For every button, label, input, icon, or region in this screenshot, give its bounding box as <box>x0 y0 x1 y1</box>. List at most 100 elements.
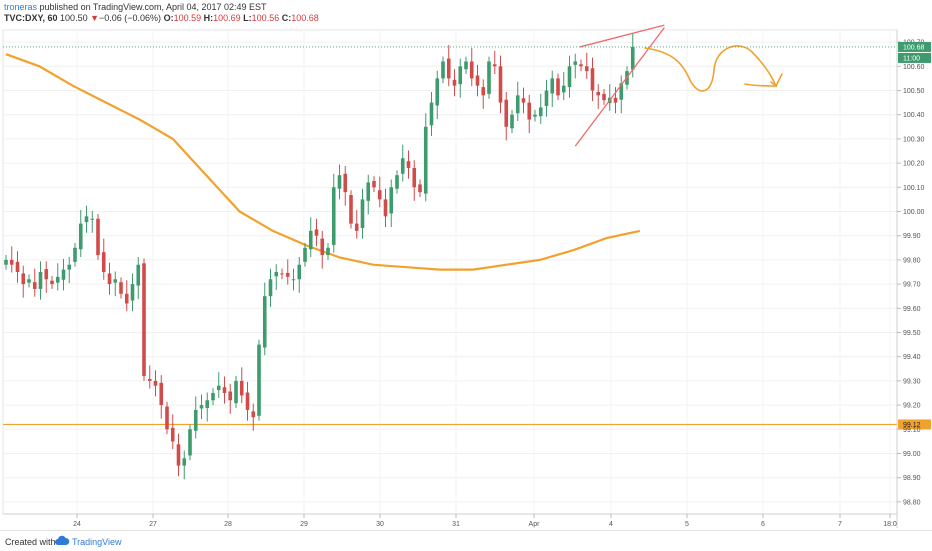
wedge-lower-line[interactable] <box>574 27 665 147</box>
candle-body <box>383 199 388 217</box>
candle-body <box>193 409 198 431</box>
symbol-label[interactable]: TVC:DXY, 60 <box>4 13 58 23</box>
high-value: 100.69 <box>213 13 241 23</box>
publish-line: troneras published on TradingView.com, A… <box>4 2 267 12</box>
candle-body <box>15 261 20 272</box>
candle-body <box>211 393 215 401</box>
candle-body <box>44 269 49 280</box>
candle-body <box>314 229 319 236</box>
time-tick-label: 27 <box>149 521 157 528</box>
open-label: O: <box>163 13 174 23</box>
price-chart[interactable]: 99.12 98.80 98.90 99.00 99.10 99.20 99.30 99.4… <box>0 24 932 530</box>
price-tick-label: 100.20 <box>903 161 925 168</box>
candle-body <box>153 380 158 386</box>
candle-body <box>291 279 296 281</box>
candle-body <box>441 61 445 79</box>
close-label: C: <box>281 13 292 23</box>
price-tick-label: 99.30 <box>903 378 921 385</box>
candle-body <box>32 282 37 289</box>
moving-average-line <box>5 53 641 271</box>
candle-body <box>561 85 566 93</box>
tradingview-cloud-icon <box>55 535 70 545</box>
horizontal-line[interactable]: 99.12 <box>3 419 931 430</box>
candle-body <box>257 344 261 416</box>
drawings[interactable] <box>574 24 783 147</box>
last-price-label: 100.68 <box>903 44 925 51</box>
candle-body <box>73 247 77 262</box>
wedge-upper-line[interactable] <box>579 24 665 48</box>
candle-body <box>337 175 342 189</box>
ohlc-line: TVC:DXY, 60 100.50 ▼−0.06 (−0.06%) O:100… <box>4 13 319 23</box>
candle-body <box>556 78 560 96</box>
candle-body <box>343 173 348 193</box>
candle-body <box>61 269 66 280</box>
candle-body <box>285 272 290 277</box>
moving-average <box>5 53 641 271</box>
candle-body <box>481 87 486 96</box>
candle-body <box>124 293 129 304</box>
price-tick-label: 99.40 <box>903 354 921 361</box>
candle-body <box>165 406 169 430</box>
candle-body <box>142 263 146 377</box>
projection-drawing[interactable] <box>644 45 778 92</box>
time-tick-label: 28 <box>224 521 232 528</box>
candle-body <box>550 78 555 94</box>
price-tick-label: 98.90 <box>903 475 921 482</box>
candle-body <box>280 273 284 275</box>
candle-body <box>360 199 365 228</box>
candle-body <box>475 75 480 86</box>
candle-body <box>510 114 514 129</box>
time-axis[interactable]: 24 27 28 29 30 31 Apr 4 5 6 7 18:0 <box>3 513 897 528</box>
candle-body <box>579 64 583 67</box>
candle-body <box>297 264 302 280</box>
candle-body <box>567 66 572 88</box>
time-tick-label: 24 <box>73 521 81 528</box>
low-value: 100.56 <box>251 13 280 23</box>
candle-body <box>188 429 192 456</box>
candle-body <box>349 195 353 224</box>
candle-body <box>613 97 618 103</box>
candle-body <box>308 230 313 250</box>
candle-body <box>4 259 8 265</box>
candle-body <box>515 95 520 114</box>
candle-body <box>389 187 394 214</box>
open-value: 100.59 <box>173 13 202 23</box>
candle-body <box>84 216 89 223</box>
candle-body <box>9 259 14 265</box>
countdown-tag <box>898 52 931 63</box>
countdown-label: 11:00 <box>903 55 920 62</box>
candle-body <box>176 444 181 466</box>
candle-body <box>55 276 60 283</box>
candle-body <box>429 102 434 126</box>
time-tick-label: 31 <box>452 521 460 528</box>
candle-body <box>498 66 503 103</box>
candle-body <box>90 218 95 220</box>
price-axis[interactable]: 98.80 98.90 99.00 99.10 99.20 99.30 99.40 99.50… <box>3 30 931 528</box>
candle-body <box>492 64 497 67</box>
candle-body <box>147 378 152 381</box>
candle-body <box>573 61 578 65</box>
price-tick-label: 99.80 <box>903 257 921 264</box>
time-tick-label: 7 <box>838 521 842 528</box>
time-tick-label: Apr <box>529 521 541 528</box>
candle-body <box>262 296 267 348</box>
candle-body <box>366 182 371 201</box>
candle-body <box>602 93 606 101</box>
price-tick-label: 99.20 <box>903 403 921 410</box>
price-tick-label: 100.60 <box>903 64 925 71</box>
candle-body <box>113 279 118 283</box>
price-tick-label: 100.00 <box>903 209 925 216</box>
price-tick-label: 99.50 <box>903 330 921 337</box>
publish-info: published on TradingView.com, April 04, … <box>39 2 267 12</box>
candle-body <box>331 187 336 245</box>
candle-body <box>78 223 83 250</box>
candle-body <box>101 252 106 272</box>
candle-body <box>119 282 123 294</box>
candle-body <box>464 61 468 70</box>
tradingview-brand[interactable]: TradingView <box>72 537 122 547</box>
candle-body <box>395 175 399 189</box>
author-link[interactable]: troneras <box>4 2 38 12</box>
candle-body <box>377 190 382 200</box>
price-tick-label: 99.00 <box>903 451 921 458</box>
change-value: −0.06 (−0.06%) <box>99 13 162 23</box>
